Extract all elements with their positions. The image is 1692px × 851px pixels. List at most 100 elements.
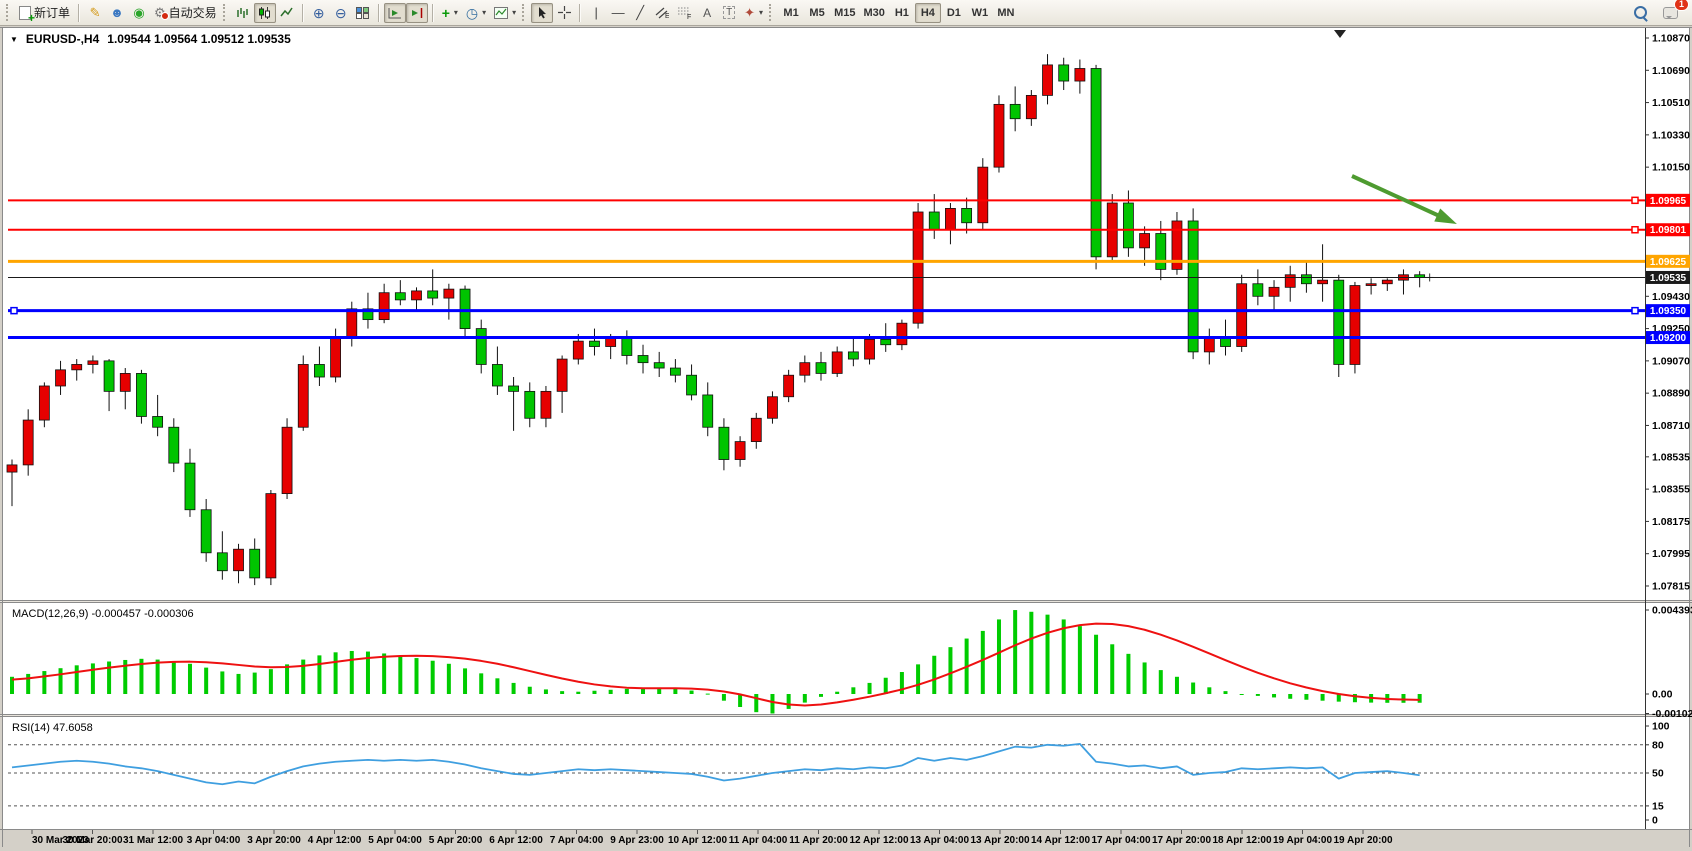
zoom-out-button[interactable]: ⊖ — [330, 3, 352, 23]
fibonacci-icon: F — [678, 7, 691, 19]
search-button[interactable] — [1629, 3, 1651, 23]
toolbar-grip[interactable] — [769, 4, 773, 21]
price-tick-label: 1.08175 — [1652, 516, 1690, 528]
auto-scroll-button[interactable] — [383, 2, 406, 23]
rsi-tick-label: 0 — [1652, 815, 1658, 827]
chevron-down-icon: ▾ — [482, 8, 487, 17]
chart-canvas[interactable]: 1.10870 1.10690 1.10510 1.10330 1.10150 1.094… — [0, 26, 1692, 851]
chat-bubble-icon — [1663, 6, 1678, 19]
timeframe-w1[interactable]: W1 — [971, 6, 989, 19]
svg-text:F: F — [687, 14, 691, 19]
text-tool[interactable]: A — [696, 3, 718, 23]
price-tick-label: 1.08355 — [1652, 484, 1690, 496]
clock-icon: ◷ — [465, 4, 479, 21]
time-tick-label: 13 Apr 20:00 — [970, 835, 1030, 846]
time-tick-label: 6 Apr 12:00 — [489, 835, 543, 846]
bar-chart-button[interactable] — [232, 3, 254, 23]
timeframe-m5[interactable]: M5 — [809, 6, 825, 19]
time-tick-label: 31 Mar 12:00 — [123, 835, 183, 846]
price-tick-label: 1.08710 — [1652, 420, 1690, 432]
bar-chart-icon — [237, 7, 248, 18]
horizontal-price-lines — [8, 196, 1645, 340]
crosshair-tool-button[interactable] — [553, 3, 575, 23]
rsi-tick-label: 50 — [1652, 768, 1664, 780]
metaeditor-button[interactable]: ✎ — [84, 3, 106, 23]
timeframe-m1[interactable]: M1 — [783, 6, 799, 19]
zoom-in-button[interactable]: ⊕ — [308, 3, 330, 23]
mql5-profile-button[interactable]: ☻ — [106, 3, 128, 23]
new-order-button[interactable]: 新订单 — [15, 3, 74, 25]
line-chart-icon — [280, 7, 293, 16]
chevron-down-icon: ▾ — [512, 8, 517, 17]
tile-windows-button[interactable] — [352, 3, 374, 23]
macd-tick-label: 0.00 — [1652, 689, 1673, 701]
main-toolbar: 新订单 ✎ ☻ ◉ ⚙ 自动交易 — [0, 0, 1692, 26]
svg-text:1.09801: 1.09801 — [1650, 225, 1687, 236]
chart-shift-marker[interactable] — [1334, 30, 1346, 38]
zoom-out-icon: ⊖ — [334, 4, 347, 21]
templates-dropdown[interactable]: ▾ — [490, 3, 520, 23]
toolbar-grip[interactable] — [6, 4, 10, 21]
trend-arrow-annotation[interactable] — [1351, 174, 1457, 224]
price-line-tag[interactable]: 1.09801 — [1646, 223, 1690, 237]
chevron-down-icon: ▾ — [759, 8, 764, 17]
autotrading-label: 自动交易 — [168, 6, 217, 20]
label-tool-icon: T — [723, 6, 736, 19]
trendline-tool[interactable]: ╱ — [629, 3, 651, 23]
autotrading-button[interactable]: ⚙ 自动交易 — [150, 3, 221, 23]
rsi-tick-label: 100 — [1652, 721, 1670, 733]
price-line-tag[interactable]: 1.09625 — [1646, 254, 1690, 268]
price-line-tag[interactable]: 1.09200 — [1646, 331, 1690, 345]
price-axis: 1.10870 1.10690 1.10510 1.10330 1.10150 1.094… — [1645, 33, 1690, 592]
rsi-pane: 100 80 50 15 0 — [8, 721, 1670, 827]
price-line-tag[interactable]: 1.09965 — [1646, 193, 1690, 207]
line-chart-button[interactable] — [276, 3, 298, 23]
channel-icon: E — [655, 7, 669, 19]
price-line-tag[interactable]: 1.09350 — [1646, 304, 1690, 318]
toolbar-grip[interactable] — [522, 4, 526, 21]
svg-text:E: E — [665, 13, 669, 19]
trendline-icon: ╱ — [636, 5, 645, 20]
horizontal-line-tool[interactable]: — — [607, 3, 629, 23]
time-tick-label: 5 Apr 20:00 — [429, 835, 483, 846]
timeframe-m15[interactable]: M15 — [834, 6, 856, 19]
price-tick-label: 1.09070 — [1652, 355, 1690, 367]
equidistant-channel-tool[interactable]: E — [651, 3, 673, 23]
time-tick-label: 9 Apr 23:00 — [610, 835, 664, 846]
svg-text:1.09200: 1.09200 — [1650, 333, 1687, 344]
candlestick-series — [6, 54, 1426, 586]
cursor-tool-button[interactable] — [531, 2, 554, 23]
indicators-dropdown[interactable]: + ▾ — [438, 3, 462, 23]
notifications-button[interactable]: 1 — [1659, 0, 1689, 23]
arrows-dropdown[interactable]: ✦ ▾ — [740, 3, 767, 23]
signals-button[interactable]: ◉ — [128, 3, 150, 23]
time-tick-label: 5 Apr 04:00 — [368, 835, 422, 846]
candlestick-chart-button[interactable] — [253, 2, 276, 23]
add-indicator-icon: + — [441, 4, 450, 21]
price-tick-label: 1.07815 — [1652, 580, 1690, 592]
vertical-line-tool[interactable]: | — [585, 3, 607, 23]
timeframe-d1[interactable]: D1 — [946, 6, 961, 19]
timeframe-m30[interactable]: M30 — [863, 6, 885, 19]
text-label-tool[interactable]: T — [718, 3, 740, 23]
time-tick-label: 10 Apr 12:00 — [668, 835, 728, 846]
rsi-line — [11, 742, 1420, 786]
template-icon — [494, 6, 509, 19]
timeframe-h1[interactable]: H1 — [894, 6, 909, 19]
time-tick-label: 11 Apr 20:00 — [789, 835, 848, 846]
chart-shift-button[interactable] — [405, 2, 428, 23]
chart-shift-icon — [411, 7, 422, 18]
timeframe-mn[interactable]: MN — [997, 6, 1015, 19]
crosshair-icon — [557, 6, 571, 19]
toolbar-separator — [579, 3, 582, 22]
time-tick-label: 19 Apr 20:00 — [1333, 835, 1393, 846]
periods-dropdown[interactable]: ◷ ▾ — [462, 3, 490, 23]
price-tick-label: 1.10510 — [1652, 97, 1690, 109]
timeframe-h4[interactable]: H4 — [914, 2, 941, 23]
toolbar-grip[interactable] — [222, 4, 227, 21]
time-tick-label: 3 Apr 20:00 — [247, 835, 301, 846]
price-line-tag[interactable]: 1.09535 — [1646, 270, 1690, 284]
fibonacci-tool[interactable]: F — [673, 3, 696, 23]
